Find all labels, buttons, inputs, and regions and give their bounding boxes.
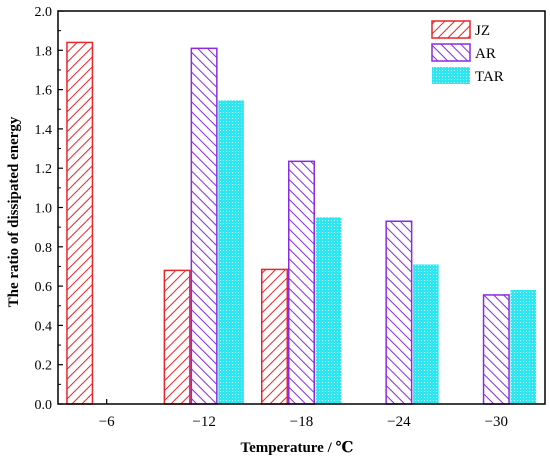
x-tick-label: −6 — [99, 414, 115, 430]
y-tick-label: 0.8 — [35, 241, 53, 256]
y-tick-label: 1.0 — [35, 202, 53, 217]
y-tick-label: 2.0 — [35, 5, 53, 20]
bar-series — [66, 41, 537, 405]
x-tick-label: −12 — [192, 414, 215, 430]
bar-tar-2 — [315, 217, 342, 404]
x-tick-label: −18 — [290, 414, 313, 430]
bar-tar-1 — [218, 100, 244, 404]
y-tick-label: 1.2 — [35, 162, 53, 177]
bar-tar-3 — [413, 264, 439, 404]
bar-tar-4 — [510, 290, 537, 404]
legend-label-tar: TAR — [475, 69, 504, 85]
y-tick-label: 1.6 — [35, 84, 53, 99]
bar-jz-2 — [261, 268, 288, 405]
bar-jz-0 — [66, 41, 94, 405]
legend-label-ar: AR — [475, 46, 496, 62]
legend-swatch-ar — [431, 43, 471, 62]
y-tick-label: 0.2 — [35, 359, 53, 374]
plot-frame — [57, 10, 546, 405]
bar-ar-1 — [190, 47, 218, 405]
legend-swatch-jz — [431, 20, 471, 39]
y-tick-label: 0.4 — [35, 319, 53, 334]
y-tick-label: 1.8 — [35, 44, 53, 59]
y-tick-label: 0.0 — [35, 398, 53, 413]
bar-ar-4 — [482, 294, 510, 405]
bar-ar-2 — [288, 160, 315, 405]
x-tick-label: −24 — [387, 414, 411, 430]
legend-label-jz: JZ — [475, 23, 490, 39]
y-tick-label: 1.4 — [35, 123, 53, 138]
x-axis-ticks: −6 −12 −18 −24 −30 — [99, 399, 508, 430]
y-axis-label: The ratio of dissipated energy — [6, 116, 22, 307]
x-tick-label: −30 — [485, 414, 508, 430]
legend: JZ AR TAR — [431, 20, 504, 85]
y-axis-ticks: 0.0 0.2 0.4 0.6 0.8 1.0 1.2 1.4 1.6 1.8 2.0 — [35, 5, 63, 413]
bar-ar-3 — [385, 220, 413, 405]
legend-swatch-tar — [432, 67, 470, 84]
x-axis-label: Temperature / ℃ — [241, 440, 354, 456]
bar-jz-1 — [163, 269, 191, 405]
y-tick-label: 0.6 — [35, 280, 53, 295]
